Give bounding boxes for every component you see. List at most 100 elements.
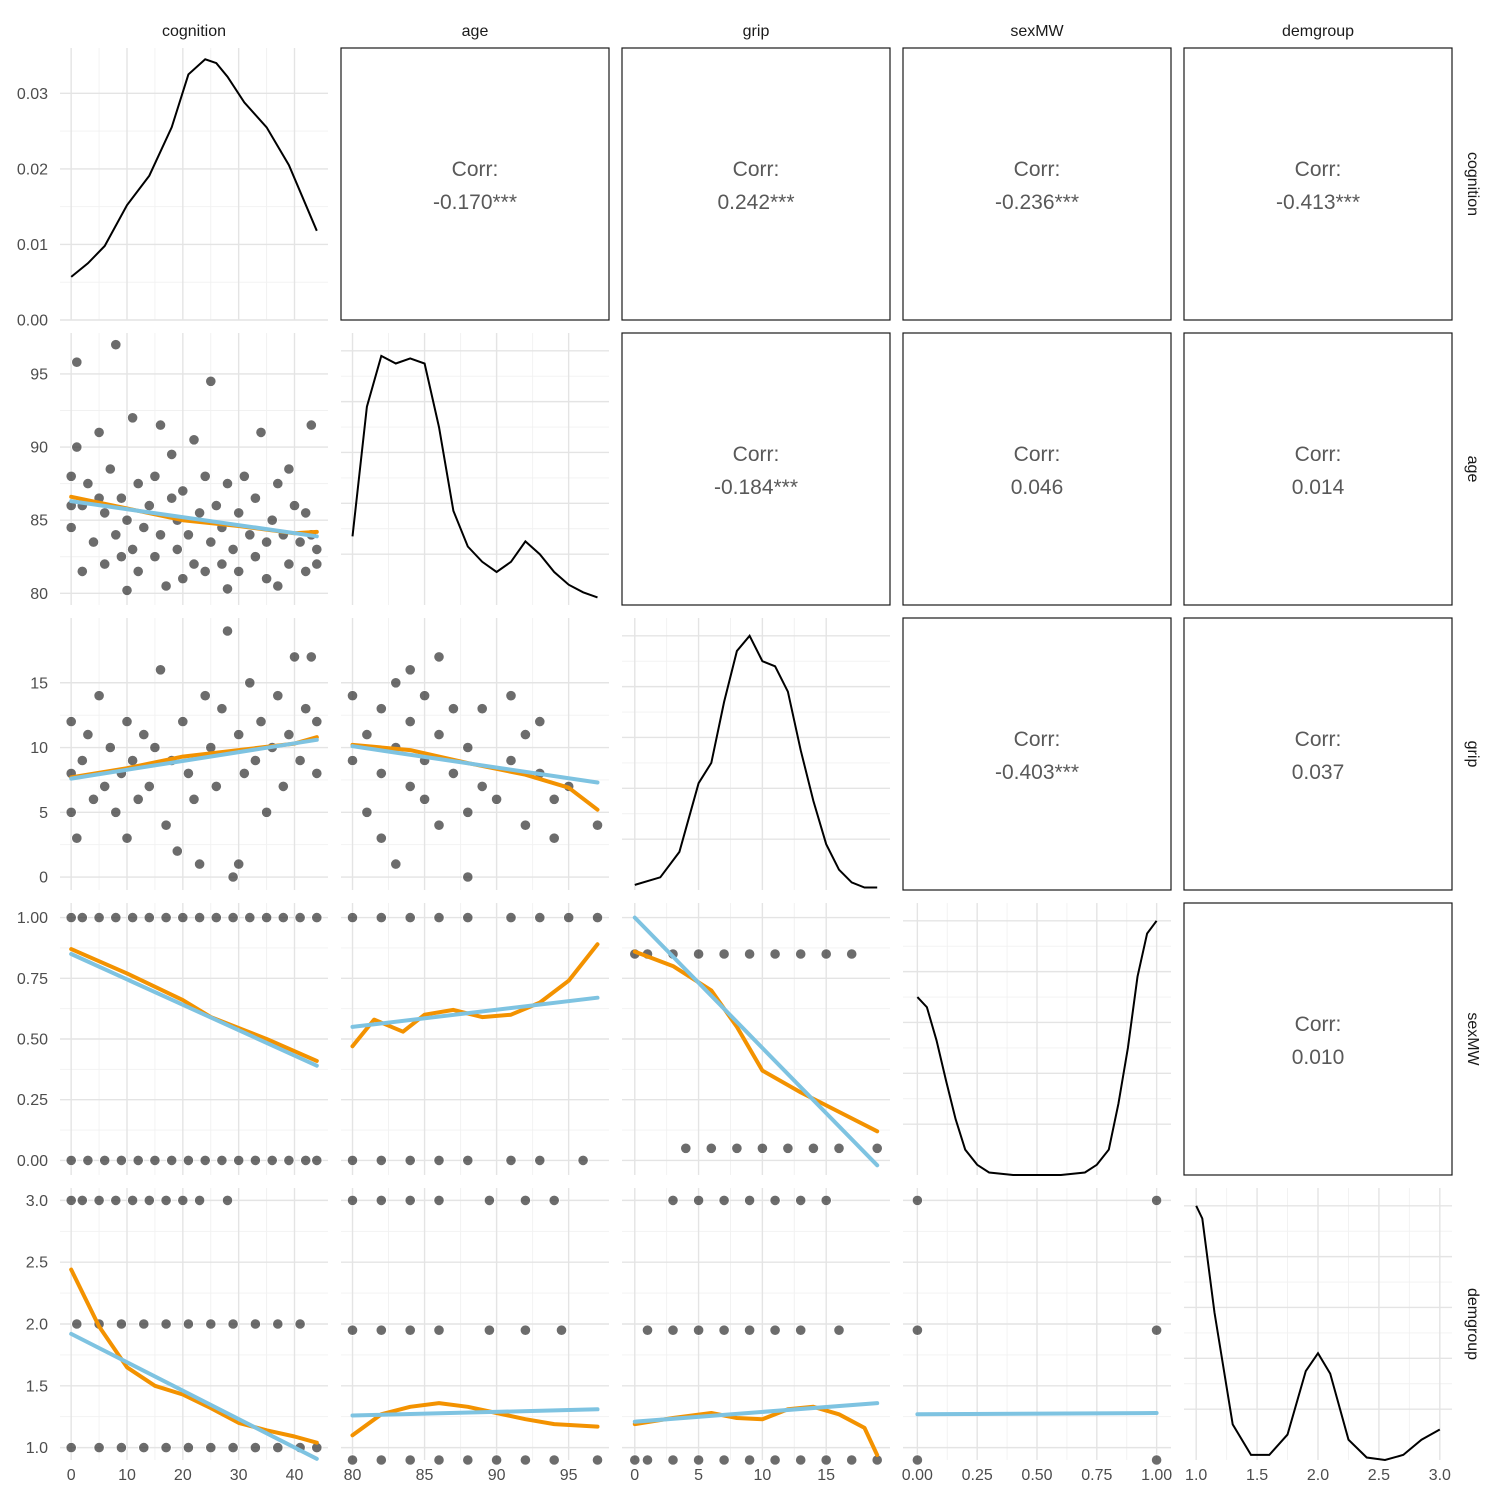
- scatter-point: [483, 1194, 495, 1207]
- loess-line: [350, 1401, 600, 1438]
- scatter-point: [221, 1194, 234, 1207]
- scatter-point: [199, 690, 211, 702]
- density-curve-age: [351, 354, 598, 599]
- scatter-point: [71, 356, 83, 368]
- y-tick-label-cognition: 0.00: [17, 313, 48, 330]
- scatter-point: [505, 754, 517, 767]
- scatter-point: [911, 1194, 924, 1207]
- lm-line: [69, 499, 319, 539]
- scatter-point: [743, 1194, 756, 1207]
- scatter-point: [375, 767, 387, 780]
- scatter-point: [300, 703, 312, 715]
- lm-line: [632, 1401, 880, 1424]
- column-strip-cognition: cognition: [162, 23, 226, 40]
- scatter-point: [519, 1454, 532, 1466]
- scatter-point: [294, 754, 306, 767]
- scatter-point: [76, 565, 88, 578]
- scatter-point: [272, 1318, 284, 1330]
- scatter-point: [476, 703, 488, 715]
- scatter-point: [311, 558, 323, 570]
- scatter-point: [115, 551, 128, 563]
- scatter-point: [160, 819, 172, 831]
- scatter-point: [404, 1454, 416, 1466]
- scatter-point: [447, 767, 459, 780]
- scatter-point: [519, 1324, 532, 1336]
- y-tick-label-age: 90: [30, 440, 48, 457]
- scatter-point: [490, 1454, 503, 1466]
- scatter-point: [288, 499, 301, 512]
- scatter-point: [65, 470, 77, 482]
- x-tick-label-cognition: 40: [286, 1467, 304, 1484]
- y-tick-label-grip: 10: [30, 740, 48, 757]
- scatter-point: [433, 819, 445, 831]
- scatter-point: [177, 715, 189, 728]
- scatter-point: [272, 1442, 284, 1454]
- scatter-point: [104, 463, 116, 475]
- scatter-point: [171, 845, 183, 857]
- x-tick-label-age: 90: [488, 1467, 506, 1484]
- y-tick-label-demgroup: 3.0: [26, 1193, 48, 1210]
- scatter-point: [194, 858, 206, 870]
- x-tick-label-demgroup: 2.5: [1368, 1467, 1390, 1484]
- row-strip-grip: grip: [1464, 741, 1481, 768]
- scatter-point: [244, 529, 256, 541]
- scatter-point: [743, 1454, 756, 1466]
- scatter-point: [743, 948, 756, 960]
- scatter-point: [462, 806, 474, 818]
- scatter-point: [93, 690, 105, 702]
- corr-label: Corr:: [1295, 158, 1342, 181]
- scatter-point: [216, 1154, 228, 1167]
- column-strip-demgroup: demgroup: [1282, 23, 1354, 40]
- scatter-point: [833, 1142, 845, 1154]
- lm-line: [69, 1331, 319, 1461]
- scatter-point: [82, 728, 94, 741]
- scatter-point: [361, 728, 373, 741]
- scatter-point: [182, 529, 194, 541]
- y-tick-label-cognition: 0.03: [17, 86, 48, 103]
- scatter-point: [199, 470, 211, 482]
- scatter-point: [244, 677, 256, 689]
- scatter-point: [692, 1194, 705, 1207]
- y-tick-label-sexMW: 0.00: [17, 1153, 48, 1170]
- lm-line: [69, 952, 319, 1068]
- scatter-point: [667, 1324, 679, 1336]
- lm-line: [350, 744, 600, 785]
- scatter-point: [71, 1318, 83, 1330]
- scatter-point: [266, 514, 278, 526]
- scatter-point: [188, 793, 200, 805]
- scatter-point: [221, 477, 234, 490]
- scatter-point: [820, 948, 832, 960]
- scatter-point: [244, 911, 256, 924]
- scatter-point: [238, 767, 250, 780]
- scatter-point: [194, 911, 206, 924]
- corr-value: -0.413***: [1276, 191, 1360, 214]
- corr-panel-age-grip: Corr: -0.184***: [621, 332, 891, 606]
- scatter-point: [154, 419, 167, 431]
- scatter-point: [260, 806, 273, 818]
- density-panel-demgroup: [1184, 1188, 1452, 1462]
- scatter-point: [807, 1142, 820, 1154]
- y-tick-label-grip: 5: [39, 805, 48, 822]
- scatter-point: [404, 1154, 416, 1167]
- scatter-point: [127, 754, 139, 767]
- density-curve-sexMW: [916, 920, 1158, 1176]
- x-tick-label-sexMW: 1.00: [1141, 1467, 1172, 1484]
- scatter-point: [311, 767, 323, 780]
- corr-value: 0.037: [1292, 761, 1345, 784]
- scatter-point: [769, 1324, 781, 1336]
- scatter-point: [166, 492, 178, 504]
- scatter-point: [210, 499, 222, 512]
- corr-panel-sexMW-demgroup: Corr: 0.010: [1183, 902, 1453, 1176]
- scatter-point: [65, 911, 77, 924]
- x-tick-label-grip: 5: [694, 1467, 703, 1484]
- scatter-point: [390, 677, 402, 689]
- scatter-point: [462, 741, 474, 754]
- scatter-point: [177, 911, 189, 924]
- y-tick-label-sexMW: 1.00: [17, 910, 48, 927]
- x-tick-label-demgroup: 3.0: [1429, 1467, 1451, 1484]
- scatter-point: [277, 780, 289, 793]
- x-tick-label-demgroup: 1.0: [1185, 1467, 1207, 1484]
- scatter-point: [519, 819, 532, 831]
- x-tick-label-sexMW: 0.25: [962, 1467, 993, 1484]
- scatter-point: [221, 583, 234, 595]
